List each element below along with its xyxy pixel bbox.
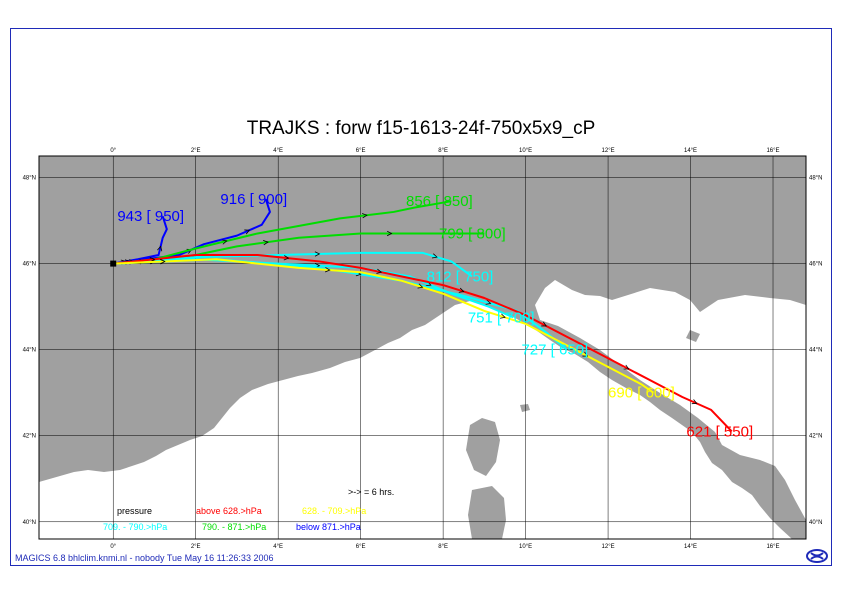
time-arrow-marker — [691, 399, 698, 405]
time-arrow-marker — [314, 251, 321, 257]
legend-item-green: 790. - 871.>hPa — [202, 522, 266, 532]
time-arrow-marker — [417, 283, 424, 289]
lat-tick-label-left: 42°N — [23, 434, 36, 440]
lon-tick-label-bottom: 16°E — [766, 544, 779, 550]
time-arrow-marker — [221, 239, 228, 245]
legend: >-> = 6 hrs. pressure above 628.>hPa 628… — [103, 487, 394, 532]
lat-tick-label-right: 42°N — [809, 434, 822, 440]
lon-tick-label-bottom: 2°E — [191, 544, 201, 550]
time-arrow-marker — [582, 351, 589, 357]
lat-tick-label-right: 48°N — [809, 176, 822, 182]
time-arrow-marker — [499, 313, 506, 319]
time-arrow-marker — [623, 364, 630, 370]
legend-item-blue: below 871.>hPa — [296, 522, 361, 532]
time-arrow-marker — [458, 287, 465, 293]
lat-tick-label-right: 44°N — [809, 348, 822, 354]
corsica — [466, 418, 500, 476]
lon-tick-label-top: 10°E — [519, 148, 532, 154]
time-arrow-marker — [376, 268, 383, 274]
trajectory-end-label: 621 [ 550] — [686, 423, 753, 440]
time-arrow-marker — [386, 230, 393, 237]
map-grid — [39, 156, 806, 539]
trajectory-line — [113, 200, 452, 265]
elba — [520, 404, 530, 412]
legend-item-red: above 628.>hPa — [196, 506, 262, 516]
lat-tick-label-right: 40°N — [809, 520, 822, 526]
lon-tick-label-top: 4°E — [273, 148, 283, 154]
trajectory-end-label: 799 [ 800] — [439, 225, 506, 242]
footer-text: MAGICS 6.8 bhlclim.knmi.nl - nobody Tue … — [15, 553, 274, 563]
trajectory-end-label: 943 [ 950] — [117, 208, 184, 225]
lon-tick-label-bottom: 0° — [110, 544, 116, 550]
map-ticks: 0° 0° 2°E 2°E 4°E 4°E 6°E 6°E 8°E 8°E 10°E 10°E 12°E… — [23, 148, 823, 550]
time-arrow-marker — [541, 321, 547, 327]
europe-mainland — [39, 156, 806, 539]
page-title: TRAJKS : forw f15-1613-24f-750x5x9_cP — [246, 118, 596, 139]
lon-tick-label-top: 2°E — [191, 148, 201, 154]
trajectory-end-labels: 943 [ 950] 916 [ 900] 856 [ 850] 799 [ 800]… — [117, 191, 753, 440]
trajectory-line — [113, 253, 733, 433]
lon-tick-label-top: 6°E — [356, 148, 366, 154]
source-point-marker — [110, 260, 117, 267]
lon-tick-label-top: 16°E — [766, 148, 779, 154]
time-arrow-marker — [244, 229, 251, 235]
trajectory-end-label: 751 [ 700] — [468, 309, 535, 326]
lon-tick-label-bottom: 10°E — [519, 544, 532, 550]
plot-border — [38, 155, 807, 540]
lat-tick-label-left: 46°N — [23, 262, 36, 268]
trajectory-end-label: 916 [ 900] — [220, 191, 287, 208]
adriatic-island — [686, 330, 700, 342]
lat-tick-label-left: 48°N — [23, 176, 36, 182]
time-arrow-marker — [324, 267, 331, 273]
lon-tick-label-bottom: 8°E — [438, 544, 448, 550]
time-arrow-marker — [361, 213, 368, 219]
time-arrow-marker — [431, 253, 438, 259]
plot-frame — [10, 28, 832, 566]
lat-tick-label-left: 40°N — [23, 520, 36, 526]
lon-tick-label-bottom: 14°E — [684, 544, 697, 550]
land-mass — [39, 156, 806, 539]
legend-arrow-note: >-> = 6 hrs. — [348, 487, 394, 497]
trajectory-end-label: 690 [ 600] — [608, 385, 675, 402]
trajectory-tracks — [113, 198, 733, 433]
time-arrow-marker — [263, 240, 269, 246]
time-arrow-marker — [160, 258, 166, 265]
time-arrow-marker — [283, 255, 290, 261]
legend-item-yellow: 628. - 709.>hPa — [302, 506, 366, 516]
ecmwf-logo-icon — [806, 549, 828, 563]
lon-tick-label-top: 8°E — [438, 148, 448, 154]
legend-pressure-label: pressure — [117, 506, 152, 516]
sardinia — [468, 486, 506, 539]
lat-tick-label-right: 46°N — [809, 262, 822, 268]
trajectory-end-label: 812 [ 750] — [427, 268, 494, 285]
lon-tick-label-top: 14°E — [684, 148, 697, 154]
time-arrow-marker — [485, 299, 492, 305]
lon-tick-label-top: 0° — [110, 148, 116, 154]
lat-tick-label-left: 44°N — [23, 348, 36, 354]
trajectory-line — [113, 258, 654, 394]
trajectory-line — [113, 251, 473, 278]
legend-item-cyan: 709. - 790.>hPa — [103, 522, 167, 532]
lon-tick-label-bottom: 12°E — [602, 544, 615, 550]
lon-tick-label-top: 12°E — [602, 148, 615, 154]
trajectory-end-label: 727 [ 650] — [521, 342, 588, 359]
lon-tick-label-bottom: 4°E — [273, 544, 283, 550]
lon-tick-label-bottom: 6°E — [356, 544, 366, 550]
time-arrow-marker — [157, 245, 163, 252]
trajectory-end-label: 856 [ 850] — [406, 193, 473, 210]
